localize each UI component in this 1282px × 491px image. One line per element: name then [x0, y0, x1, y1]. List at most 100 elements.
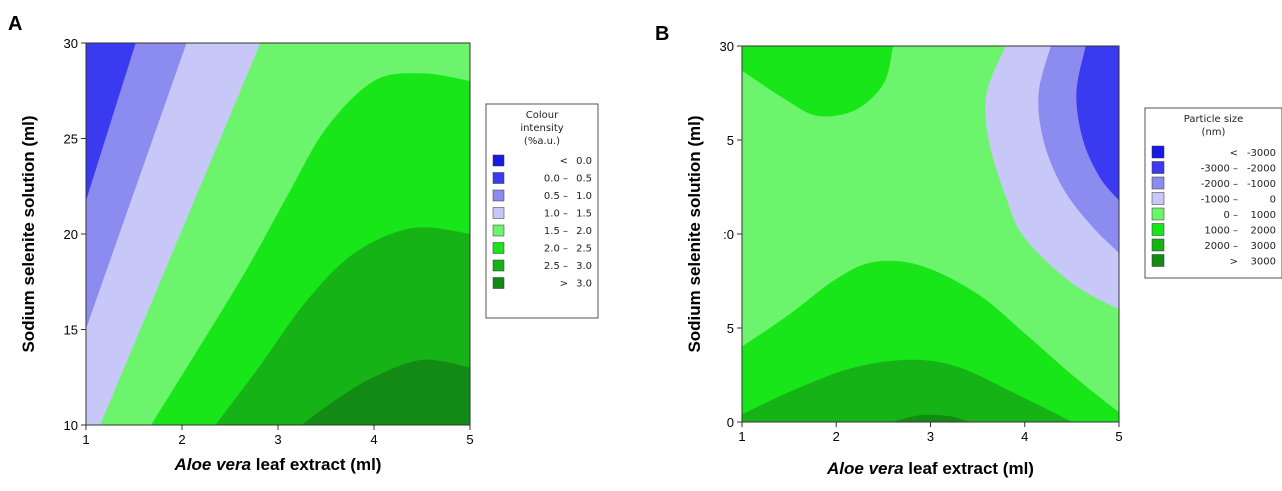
- legend-title-line: (nm): [1202, 127, 1226, 138]
- legend-range-low: -3000 –: [1201, 164, 1238, 175]
- legend-title-line: Particle size: [1184, 114, 1244, 125]
- y-axis-label-b: Sodium selenite solution (ml): [685, 115, 704, 352]
- legend-range-high: 3.0: [576, 279, 592, 290]
- legend-swatch: [492, 189, 505, 202]
- y-tick-label: 5: [727, 321, 734, 336]
- x-tick-label: 3: [927, 429, 934, 444]
- legend-range-high: 0.0: [576, 156, 592, 167]
- legend-range-low: >: [1230, 257, 1238, 268]
- legend-range-high: 2.0: [576, 226, 592, 237]
- legend-range-low: 0.0 –: [544, 174, 568, 185]
- legend-range-low: 1.5 –: [544, 226, 568, 237]
- legend-swatch: [1151, 145, 1165, 159]
- panel-letter-a: A: [8, 13, 22, 35]
- legend-range-high: -2000: [1247, 164, 1276, 175]
- legend-swatch: [492, 154, 505, 167]
- legend-range-low: -2000 –: [1201, 179, 1238, 190]
- axis-ticks-a: 1 2 3 4 5 10 15 20 25 30: [64, 36, 474, 447]
- y-tick-label: 10: [64, 418, 78, 433]
- region-2000-3000: [742, 359, 1073, 422]
- legend-range-high: 3000: [1251, 257, 1276, 268]
- legend-title-line: Colour: [526, 110, 559, 121]
- legend-range-low: 1.0 –: [544, 209, 568, 220]
- y-tick-label: 30: [720, 39, 734, 54]
- x-tick-label: 5: [466, 432, 473, 447]
- legend-swatch: [492, 207, 505, 219]
- y-axis-label-a: Sodium selenite solution (ml): [19, 115, 38, 352]
- region-top-1000-2000: [742, 46, 894, 117]
- region-gt-3000: [892, 414, 969, 422]
- contour-regions-a: [86, 43, 470, 425]
- legend-range-low: >: [560, 279, 568, 290]
- legend-range-high: 1.5: [576, 209, 592, 220]
- region-2.5-3.0: [86, 227, 470, 425]
- contour-plot-b: [742, 46, 1119, 422]
- contour-plot-a: [86, 43, 470, 425]
- axis-ticks-b: 1 2 3 4 5 0 5 :0 5 30: [720, 39, 1123, 444]
- x-tick-label: 1: [82, 432, 89, 447]
- x-tick-label: 1: [738, 429, 745, 444]
- legend-range-high: -1000: [1247, 179, 1276, 190]
- y-tick-label: 20: [64, 227, 78, 242]
- legend-swatch: [1151, 176, 1165, 190]
- legend-range-low: -1000 –: [1201, 195, 1238, 206]
- y-tick-label: 30: [64, 36, 78, 51]
- legend-range-high: 2.5: [576, 244, 592, 255]
- legend-range-high: 3.0: [576, 261, 592, 272]
- x-tick-label: 5: [1115, 429, 1122, 444]
- legend-range-high: 3000: [1251, 241, 1276, 252]
- legend-swatch: [1151, 254, 1165, 267]
- x-axis-label-b: Aloe vera leaf extract (ml): [826, 459, 1034, 478]
- legend-range-low: 2000 –: [1204, 241, 1238, 252]
- y-tick-label: 0: [727, 415, 734, 430]
- x-tick-label: 4: [370, 432, 377, 447]
- x-axis-label-a: Aloe vera leaf extract (ml): [174, 455, 382, 474]
- legend-title-line: (%a.u.): [524, 136, 560, 147]
- legend-swatch: [1151, 161, 1165, 174]
- contour-regions-b: [742, 46, 1119, 422]
- legend-range-low: 1000 –: [1204, 226, 1238, 237]
- x-tick-label: 2: [833, 429, 840, 444]
- legend-range-high: 0.5: [576, 174, 592, 185]
- legend-swatch: [1151, 223, 1165, 236]
- legend-title-line: intensity: [520, 123, 563, 134]
- legend-box: [485, 103, 599, 319]
- y-tick-label: :0: [723, 227, 734, 242]
- legend-range-high: 1.0: [576, 191, 592, 202]
- x-tick-label: 3: [274, 432, 281, 447]
- y-tick-label: 15: [64, 323, 78, 338]
- legend-range-high: 2000: [1251, 226, 1276, 237]
- legend-swatch: [1151, 207, 1165, 221]
- panel-a: A 1 2 3 4 5 10 15 20 25 30 Sodium selenite soluti…: [8, 13, 599, 474]
- y-tick-label: 5: [727, 133, 734, 148]
- legend-range-low: 0 –: [1223, 210, 1238, 221]
- panel-letter-b: B: [655, 23, 669, 45]
- x-tick-label: 4: [1021, 429, 1028, 444]
- x-axis-label-italic-b: Aloe vera: [826, 459, 904, 478]
- legend-swatch: [492, 259, 505, 272]
- x-axis-label-rest-a: leaf extract (ml): [251, 455, 381, 474]
- legend-range-low: <: [1230, 148, 1238, 159]
- region-gt-3.0: [86, 359, 470, 425]
- legend-swatch: [492, 242, 505, 254]
- x-tick-label: 2: [178, 432, 185, 447]
- legend-swatch: [492, 277, 505, 289]
- legend-swatch: [1151, 192, 1165, 205]
- legend-swatch: [492, 172, 505, 184]
- legend-swatch: [1151, 238, 1165, 252]
- legend-range-low: 2.5 –: [544, 261, 568, 272]
- legend-range-low: <: [560, 156, 568, 167]
- legend-range-high: 1000: [1251, 210, 1276, 221]
- panel-b: B 1 2 3 4 5 0 5 :0 5 30 Sodium selenite solution …: [655, 23, 1282, 478]
- region-neg3000-neg2000: [1076, 46, 1119, 201]
- legend-range-high: 0: [1270, 195, 1276, 206]
- legend-range-low: 2.0 –: [544, 244, 568, 255]
- legend-box: [1144, 107, 1282, 279]
- x-axis-label-rest-b: leaf extract (ml): [904, 459, 1034, 478]
- legend-a: Colour intensity (%a.u.)< 0.0 0.0 – 0.5 0.5 – 1…: [485, 103, 599, 319]
- legend-range-high: -3000: [1247, 148, 1276, 159]
- legend-range-low: 0.5 –: [544, 191, 568, 202]
- y-tick-label: 25: [64, 132, 78, 147]
- legend-swatch: [492, 224, 505, 237]
